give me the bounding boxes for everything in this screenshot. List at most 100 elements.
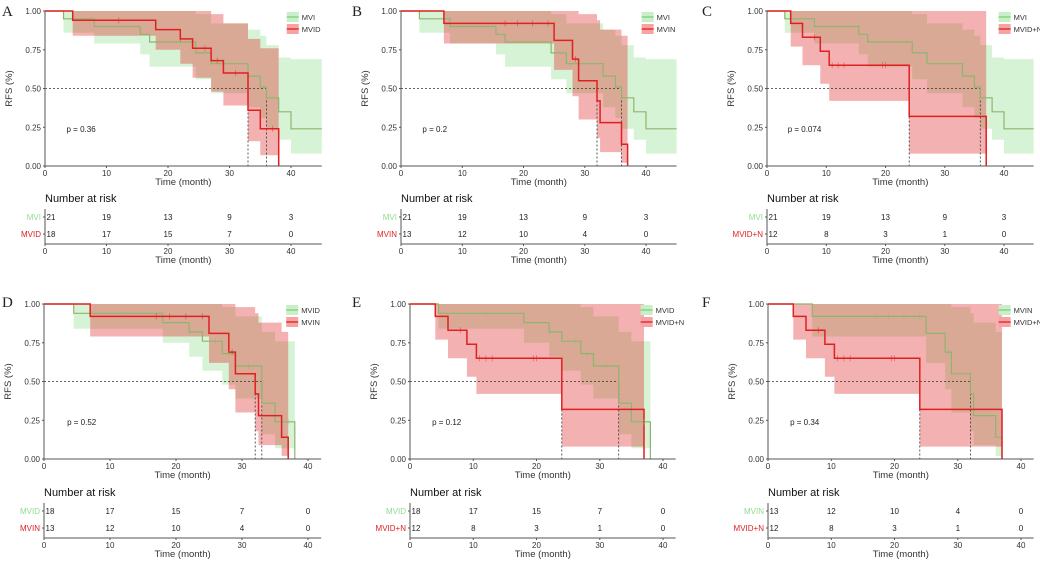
legend-entry: MVIN [301,318,320,327]
km-curve-mvid-plus-n [767,10,987,166]
risk-count: 15 [172,507,181,516]
risk-x-axis-title: Time (month) [515,549,571,560]
risk-count: 13 [519,213,528,222]
ci-band-mvi [767,11,1034,154]
risk-count: 9 [227,213,232,222]
risk-count: 0 [1019,507,1024,516]
risk-x-axis-title: Time (month) [155,549,211,560]
risk-count: 10 [519,230,528,239]
risk-x-tick-label: 30 [580,247,589,256]
risk-table-title: Number at risk [45,193,117,205]
risk-count: 13 [770,507,779,516]
risk-count: 1 [943,230,948,239]
p-value-label: p = 0.36 [67,125,97,134]
risk-row-label: MVIN [744,507,764,516]
ci-band-mvi [401,11,677,154]
risk-x-tick-label: 10 [469,541,478,550]
risk-x-tick-label: 40 [1017,541,1026,550]
x-axis-title: Time (month) [872,177,928,188]
risk-x-tick-label: 0 [43,247,48,256]
risk-count: 21 [769,213,778,222]
ci-band-mvid [44,304,295,459]
y-tick-label: 0.75 [747,46,763,55]
risk-x-tick-label: 0 [399,247,404,256]
risk-row-label: MVI [383,213,397,222]
risk-count: 17 [469,507,478,516]
risk-x-tick-label: 20 [890,541,899,550]
y-axis-title: RFS (%) [360,70,371,106]
risk-row-label: MVID+N [376,524,407,533]
risk-count: 7 [227,230,232,239]
risk-x-tick-label: 30 [595,541,604,550]
x-tick-label: 20 [890,462,899,471]
risk-x-tick-label: 0 [408,541,413,550]
x-tick-label: 40 [287,169,296,178]
risk-count: 21 [47,213,56,222]
risk-table-title: Number at risk [401,193,473,205]
risk-count: 3 [892,524,897,533]
risk-count: 1 [956,524,961,533]
risk-count: 15 [532,507,541,516]
risk-row-label: MVI [749,213,763,222]
ci-band-mvin [401,11,628,166]
y-tick-label: 0.50 [390,378,406,387]
legend-entry: MVID [301,306,320,315]
legend-entry: MVID [302,25,321,34]
ci-band-mvid [45,11,279,166]
legend-entry: MVID+N [1014,318,1040,327]
y-tick-label: 1.00 [24,300,40,309]
y-tick-label: 0.75 [748,339,764,348]
risk-x-tick-label: 20 [519,247,528,256]
risk-count: 3 [1002,213,1007,222]
km-curve-mvi [401,10,677,130]
risk-table-title: Number at risk [410,487,482,499]
x-tick-label: 10 [822,169,831,178]
y-tick-label: 0.00 [747,162,763,171]
risk-row-label: MVID+N [733,230,764,239]
km-curve-mvid [45,10,280,166]
p-value-label: p = 0.2 [422,125,447,134]
y-tick-label: 1.00 [25,7,41,16]
risk-count: 7 [240,507,245,516]
risk-count: 13 [881,213,890,222]
x-axis-title: Time (month) [873,470,929,481]
risk-row-label: MVI [27,213,41,222]
y-tick-label: 0.25 [748,416,764,425]
risk-x-tick-label: 40 [1000,247,1009,256]
risk-x-axis-title: Time (month) [511,255,567,266]
risk-x-tick-label: 0 [42,541,47,550]
risk-count: 0 [1002,230,1007,239]
x-tick-label: 30 [238,462,247,471]
y-tick-label: 0.25 [390,416,406,425]
x-tick-label: 20 [164,169,173,178]
y-tick-label: 0.25 [24,416,40,425]
x-tick-label: 0 [408,462,413,471]
y-tick-label: 1.00 [748,300,764,309]
x-axis-title: Time (month) [515,470,571,481]
risk-count: 12 [458,230,467,239]
risk-count: 0 [661,524,666,533]
x-tick-label: 0 [42,462,47,471]
risk-count: 10 [890,507,899,516]
y-axis-title: RFS (%) [726,70,737,106]
x-tick-label: 30 [580,169,589,178]
risk-count: 12 [412,524,421,533]
risk-x-tick-label: 10 [822,247,831,256]
risk-x-tick-label: 20 [532,541,541,550]
risk-count: 15 [164,230,173,239]
panel-letter: E [352,295,361,311]
y-tick-label: 0.50 [381,85,397,94]
x-tick-label: 0 [399,169,404,178]
x-tick-label: 0 [765,169,770,178]
risk-count: 19 [822,213,831,222]
y-tick-label: 0.00 [25,162,41,171]
risk-count: 19 [102,213,111,222]
risk-x-tick-label: 10 [827,541,836,550]
km-curve-mvid-plus-n [768,303,1003,459]
risk-x-axis-title: Time (month) [873,549,929,560]
x-tick-label: 10 [458,169,467,178]
risk-x-axis-title: Time (month) [155,255,211,266]
x-tick-label: 30 [595,462,604,471]
